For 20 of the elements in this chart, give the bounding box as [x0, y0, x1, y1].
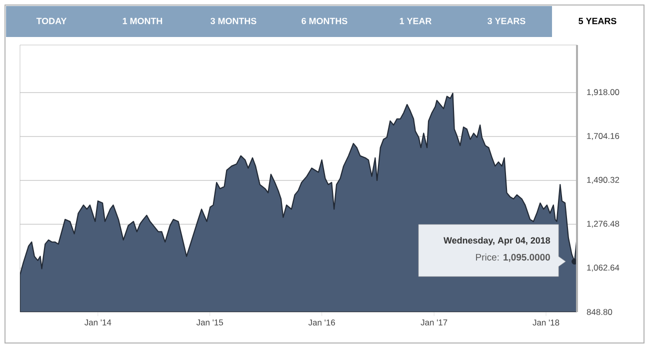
- annotation: Wednesday, Apr 04, 2018: [444, 236, 550, 246]
- text: 6 MONTHS: [302, 18, 348, 24]
- text: 5 YEARS: [578, 18, 616, 24]
- text: 3 MONTHS: [210, 18, 256, 24]
- y-tick-label: 1,704.16: [587, 132, 620, 140]
- x-tick-label: Jan '15: [196, 320, 224, 326]
- x-tick-label: Jan '16: [308, 320, 335, 326]
- y-tick-label: 1,918.00: [587, 89, 620, 96]
- x-tick-label: Jan '18: [532, 320, 560, 326]
- text: 1 YEAR: [400, 18, 432, 24]
- y-tick-label: 1,490.32: [587, 176, 620, 184]
- y-tick-label: 1,062.64: [587, 264, 620, 272]
- text: 3 YEARS: [488, 18, 526, 24]
- y-tick-label: 848.80: [586, 309, 612, 315]
- y-tick-label: 1,276.48: [587, 220, 620, 228]
- x-tick-label: Jan '17: [420, 320, 448, 326]
- annotation: Price: 1,095.0000: [476, 254, 550, 262]
- text: TODAY: [36, 18, 67, 24]
- text: 1 MONTH: [122, 18, 162, 24]
- x-tick-label: Jan '14: [84, 320, 112, 326]
